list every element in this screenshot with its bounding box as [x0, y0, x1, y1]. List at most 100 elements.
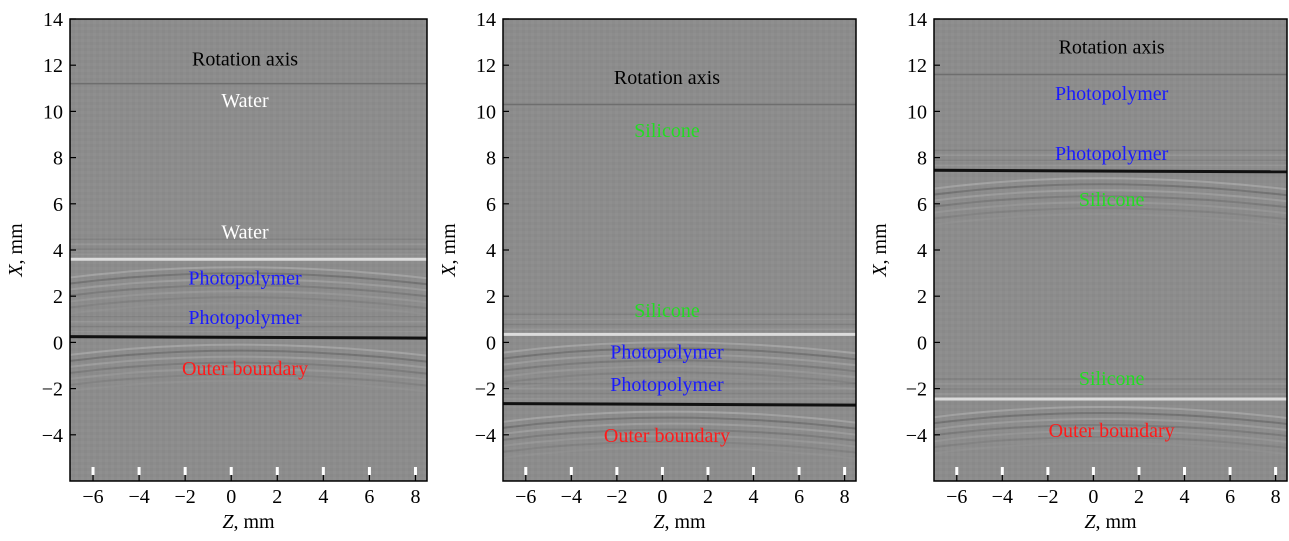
marker-dot — [955, 467, 959, 475]
x-tick-label: −4 — [992, 486, 1013, 508]
y-axis-label: X, mm — [869, 223, 891, 278]
x-tick-label: −4 — [561, 486, 582, 508]
y-tick-label: 0 — [486, 332, 496, 354]
marker-dot — [1183, 467, 1187, 475]
fringe-arc — [934, 418, 1287, 431]
x-tick-label: −6 — [515, 486, 536, 508]
fringe-arc — [934, 183, 1287, 197]
y-tick-label: −4 — [906, 425, 927, 447]
x-tick-label: 6 — [794, 486, 804, 508]
region-label: Photopolymer — [188, 268, 302, 290]
fringe-arc — [934, 195, 1287, 209]
fringe-arc — [70, 266, 427, 280]
fringe-arc — [934, 430, 1287, 443]
x-tick-label: −2 — [175, 486, 196, 508]
x-tick-label: 0 — [226, 486, 236, 508]
fringe-arc — [503, 359, 856, 373]
y-tick-label: −4 — [475, 425, 496, 447]
y-tick-label: 12 — [476, 55, 496, 77]
region-label: Water — [221, 90, 269, 112]
marker-dot — [1274, 467, 1278, 475]
fringe-arc — [503, 416, 856, 430]
y-tick-label: 4 — [486, 240, 496, 262]
fringe-arc — [70, 296, 427, 310]
chart-panel-2: −4 −2 0 2 4 6 8 10 12 14 −6 −4 −2 0 2 4 6 8 Z, mm X, mm Rota… — [438, 9, 857, 533]
x-tick-label: 8 — [840, 486, 850, 508]
chart-panel-1: −4 −2 0 2 4 6 8 10 12 14 −6 −4 −2 0 2 4 6 8 Z, mm X, mm Rota… — [5, 9, 428, 533]
x-axis-label: Z, mm — [222, 511, 275, 533]
fringe-arc — [503, 428, 856, 442]
x-tick-label: −2 — [606, 486, 627, 508]
y-tick-label: −2 — [42, 379, 63, 401]
region-label: Rotation axis — [1059, 37, 1165, 59]
y-tick-label: 14 — [907, 9, 927, 31]
x-tick-label: −2 — [1037, 486, 1058, 508]
fringe-arc — [934, 201, 1287, 215]
fringe-arc — [934, 436, 1287, 449]
interface-line — [934, 168, 1287, 174]
fringe-arc — [503, 341, 856, 355]
fringe-arc — [934, 442, 1287, 455]
x-tick-label: −6 — [82, 486, 103, 508]
y-tick-label: 10 — [476, 101, 496, 123]
y-tick-label: 2 — [917, 286, 927, 308]
region-label: Silicone — [1079, 189, 1145, 211]
region-label: Water — [221, 222, 269, 244]
region-label: Photopolymer — [610, 374, 724, 396]
x-tick-label: −4 — [128, 486, 149, 508]
y-tick-label: 14 — [476, 9, 496, 31]
y-tick-label: 0 — [917, 332, 927, 354]
fringe-arc — [503, 410, 856, 424]
fringe-arc — [70, 373, 427, 387]
fringe-arc — [934, 412, 1287, 425]
marker-dot — [91, 467, 95, 475]
y-tick-label: −2 — [475, 379, 496, 401]
marker-dot — [229, 467, 233, 475]
marker-dot — [797, 467, 801, 475]
region-label: Photopolymer — [1055, 83, 1169, 105]
marker-dot — [137, 467, 141, 475]
fringe-arc — [70, 302, 427, 316]
region-label: Rotation axis — [192, 48, 298, 70]
y-tick-label: 6 — [53, 194, 63, 216]
y-tick-label: 2 — [53, 286, 63, 308]
region-label: Silicone — [634, 300, 700, 322]
fringe-arc — [503, 446, 856, 460]
region-label: Photopolymer — [610, 342, 724, 364]
fringe-arc — [70, 361, 427, 375]
y-tick-label: 0 — [53, 332, 63, 354]
y-tick-label: 2 — [486, 286, 496, 308]
y-tick-label: 8 — [53, 148, 63, 170]
x-tick-label: 2 — [272, 486, 282, 508]
y-axis-label: X, mm — [438, 223, 460, 278]
fringe-arc — [503, 371, 856, 385]
fringe-arc — [70, 349, 427, 363]
x-tick-label: 2 — [1134, 486, 1144, 508]
y-tick-label: −4 — [42, 425, 63, 447]
fringe-arc — [503, 377, 856, 391]
marker-dot — [752, 467, 756, 475]
fringe-arc — [70, 343, 427, 357]
x-tick-label: 6 — [1225, 486, 1235, 508]
x-tick-label: 8 — [1271, 486, 1281, 508]
interface-line — [70, 335, 427, 340]
fringe-arc — [503, 353, 856, 367]
marker-dot — [615, 467, 619, 475]
marker-dot — [660, 467, 664, 475]
fringe-arc — [70, 272, 427, 286]
y-tick-label: 8 — [917, 148, 927, 170]
region-label: Silicone — [1079, 368, 1145, 390]
chart-panel-3: −4 −2 0 2 4 6 8 10 12 14 −6 −4 −2 0 2 4 6 8 Z, mm X, mm Rota… — [869, 9, 1288, 533]
y-tick-label: 6 — [486, 194, 496, 216]
x-tick-label: 4 — [749, 486, 759, 508]
fringe-arc — [934, 189, 1287, 203]
fringe-arc — [70, 278, 427, 292]
marker-dot — [843, 467, 847, 475]
region-label: Outer boundary — [182, 358, 308, 380]
y-tick-label: 12 — [907, 55, 927, 77]
x-axis-label: Z, mm — [653, 511, 706, 533]
y-tick-label: 10 — [43, 101, 63, 123]
x-tick-label: 4 — [318, 486, 328, 508]
x-tick-label: 4 — [1180, 486, 1190, 508]
